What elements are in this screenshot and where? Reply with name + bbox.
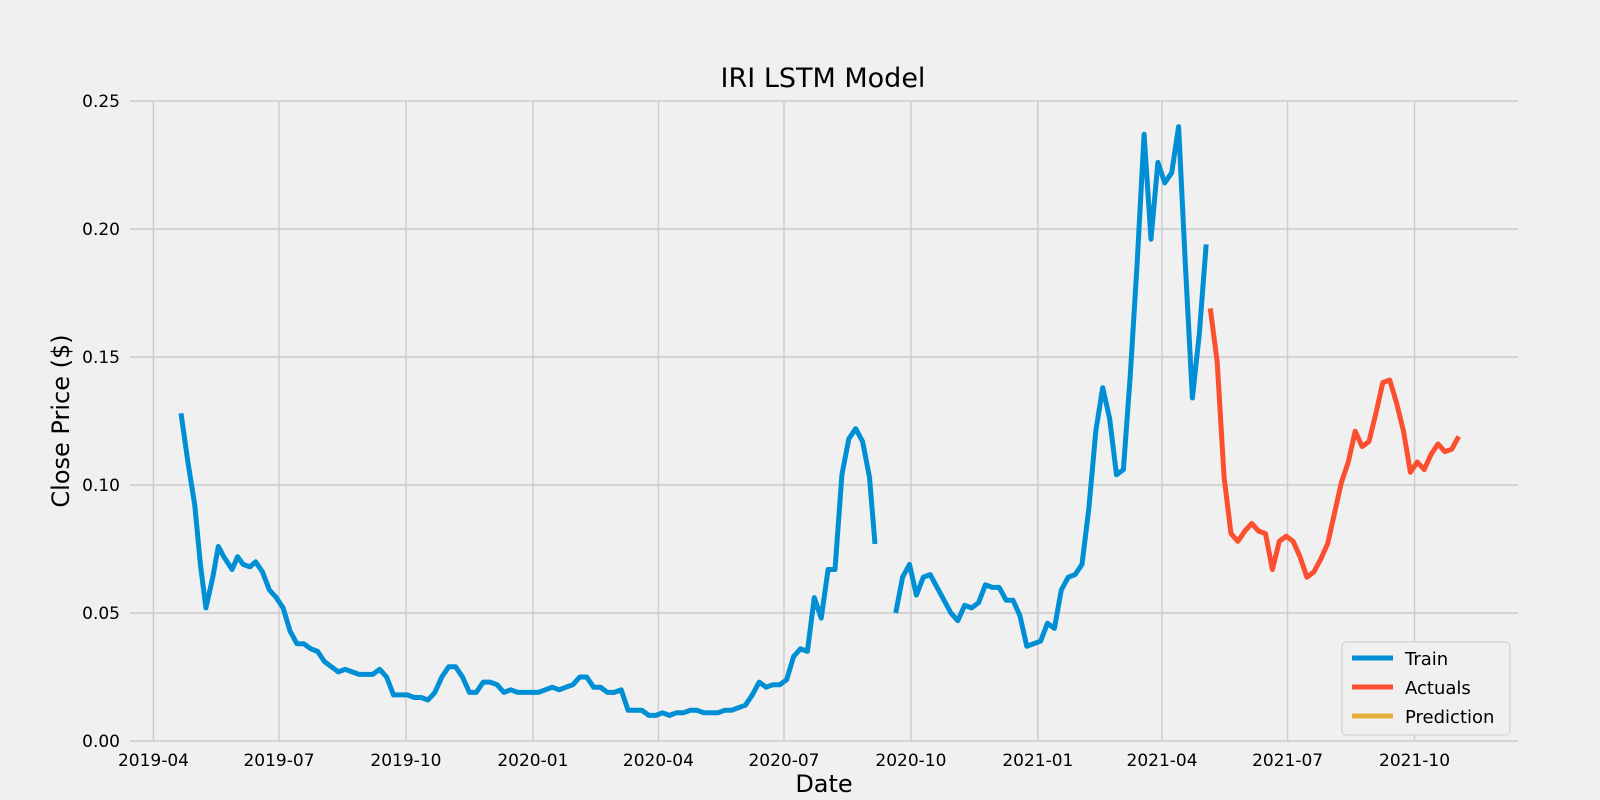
- series-layer: [178, 124, 1461, 718]
- legend: Train Actuals Prediction: [1341, 641, 1511, 736]
- legend-label-train: Train: [1404, 649, 1448, 670]
- y-tick-label: 0.15: [82, 348, 120, 368]
- y-tick-label: 0.00: [82, 732, 120, 752]
- legend-label-prediction: Prediction: [1405, 707, 1494, 728]
- y-tick-label: 0.05: [82, 604, 120, 624]
- x-tick-label: 2020-01: [497, 751, 568, 771]
- y-axis-title: Close Price ($): [47, 334, 75, 507]
- x-tick-label: 2021-10: [1379, 751, 1450, 771]
- y-tick-label: 0.10: [82, 476, 120, 496]
- legend-box: [1341, 641, 1511, 736]
- x-tick-label: 2020-04: [623, 751, 694, 771]
- series-line-actuals: [1207, 308, 1461, 580]
- x-tick-label: 2020-07: [748, 751, 819, 771]
- x-axis-title: Date: [795, 770, 852, 798]
- x-tick-label: 2020-10: [875, 751, 946, 771]
- y-tick-label: 0.25: [82, 92, 120, 112]
- grid: [130, 100, 1518, 742]
- x-tick-label: 2021-01: [1002, 751, 1073, 771]
- series-line-train: [178, 412, 878, 718]
- y-tick-label: 0.20: [82, 220, 120, 240]
- x-tick-label: 2021-07: [1252, 751, 1323, 771]
- x-tick-label: 2019-10: [370, 751, 441, 771]
- x-tick-label: 2021-04: [1127, 751, 1198, 771]
- legend-label-actuals: Actuals: [1405, 678, 1471, 699]
- x-tick-label: 2019-04: [118, 751, 189, 771]
- tick-labels: 0.00 0.05 0.10 0.15 0.20 0.25 2019-04 2019-07 20…: [82, 92, 1450, 771]
- x-tick-label: 2019-07: [243, 751, 314, 771]
- series-line-train: [893, 124, 1209, 649]
- chart-title: IRI LSTM Model: [721, 63, 926, 94]
